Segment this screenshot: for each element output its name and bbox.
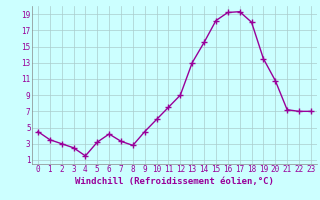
X-axis label: Windchill (Refroidissement éolien,°C): Windchill (Refroidissement éolien,°C) bbox=[75, 177, 274, 186]
